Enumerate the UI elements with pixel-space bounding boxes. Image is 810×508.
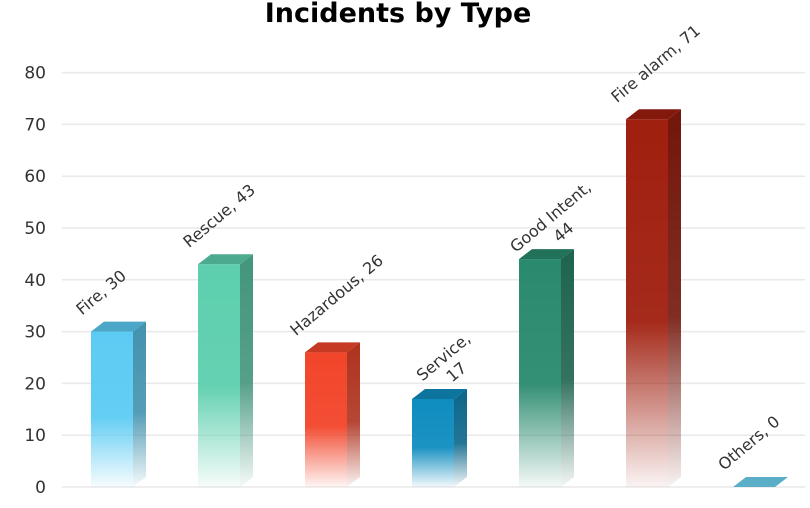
y-tick-label: 50 [24, 219, 46, 239]
bar-good-intent [519, 249, 574, 487]
y-tick-label: 0 [35, 478, 46, 498]
data-label-line: Others, 0 [714, 412, 783, 474]
data-label-line: Fire, 30 [72, 266, 129, 319]
data-label-line: Hazardous, 26 [286, 251, 387, 340]
chart-title: Incidents by Type [265, 0, 532, 29]
bar-top [626, 109, 681, 120]
gridlines [62, 71, 805, 488]
bar-top [198, 254, 253, 265]
bar-top [733, 477, 788, 487]
data-label: Fire, 30 [72, 266, 129, 319]
bar-front [519, 259, 561, 487]
bar-front [198, 264, 240, 487]
bar-side [240, 254, 253, 487]
bar-side [133, 321, 146, 487]
bar-others [733, 477, 788, 487]
y-tick-label: 80 [24, 64, 46, 84]
y-tick-label: 10 [24, 426, 46, 446]
data-label: Others, 0 [714, 412, 783, 474]
bar-front [412, 398, 454, 487]
y-tick-label: 20 [24, 374, 46, 394]
data-label: Hazardous, 26 [286, 251, 387, 340]
y-tick-label: 60 [24, 167, 46, 187]
bar-top [91, 321, 146, 332]
bar-top [305, 342, 360, 353]
data-label: Rescue, 43 [179, 180, 259, 251]
bar-top [519, 249, 574, 260]
bar-front [91, 331, 133, 487]
data-label: Fire alarm, 71 [607, 21, 704, 106]
bar-side [454, 388, 467, 487]
data-label-line: Fire alarm, 71 [607, 21, 704, 106]
data-label-line: Rescue, 43 [179, 180, 259, 251]
bar-fire [91, 321, 146, 487]
y-axis-ticks: 0 10 20 30 40 50 60 70 80 [24, 64, 46, 498]
bar-rescue [198, 254, 253, 487]
bar-front [626, 119, 668, 487]
bar-side [668, 109, 681, 487]
bar-side [347, 342, 360, 487]
bar-hazardous [305, 342, 360, 487]
y-tick-label: 70 [24, 115, 46, 135]
bars [91, 109, 788, 487]
bar-side [561, 249, 574, 487]
bar-service [412, 388, 467, 487]
data-label-line: Good Intent, [506, 178, 595, 257]
bar-front [305, 352, 347, 487]
y-tick-label: 40 [24, 271, 46, 291]
y-tick-label: 30 [24, 323, 46, 343]
bar-fire-alarm [626, 109, 681, 487]
bar-top [412, 388, 467, 399]
